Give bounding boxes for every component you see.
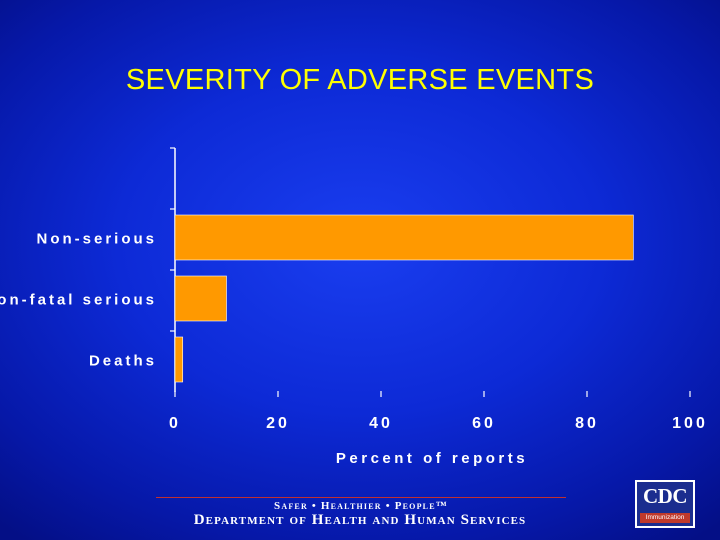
x-axis-title: Percent of reports <box>336 450 528 467</box>
x-tick-label: 20 <box>266 415 290 432</box>
cdc-logo-subtext: Immunization <box>640 513 690 523</box>
bar <box>174 214 634 261</box>
category-label: Non-fatal serious <box>0 292 157 309</box>
x-tick-label: 40 <box>369 415 393 432</box>
footer-department: Department of Health and Human Services <box>193 512 527 528</box>
footer-rule <box>156 497 566 498</box>
bar <box>174 336 184 383</box>
cdc-logo: CDC Immunization <box>635 480 695 528</box>
footer-tagline: Safer • Healthier • People™ <box>274 500 448 512</box>
x-tick-label: 100 <box>672 415 708 432</box>
category-label: Deaths <box>89 353 157 370</box>
bar-chart: Non-serious Non-fatal serious Deaths 0 20 40 6… <box>0 214 708 467</box>
x-tick-label: 60 <box>472 415 496 432</box>
bar <box>174 275 227 322</box>
slide-title: SEVERITY OF ADVERSE EVENTS <box>125 64 595 96</box>
category-label: Non-serious <box>36 231 157 248</box>
x-tick-label: 0 <box>169 415 181 432</box>
x-tick-label: 80 <box>575 415 599 432</box>
cdc-logo-text: CDC <box>643 484 688 508</box>
